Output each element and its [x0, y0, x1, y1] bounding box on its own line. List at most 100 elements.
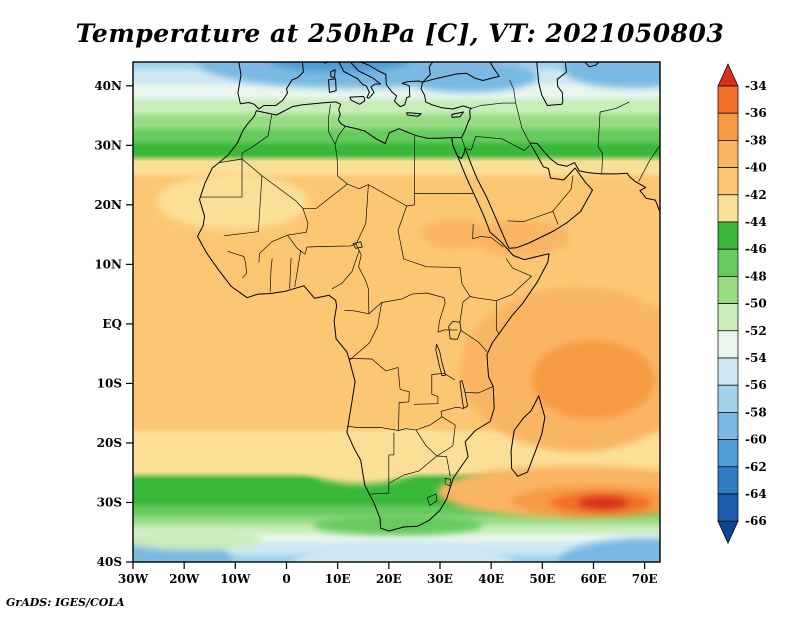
attribution: GrADS: IGES/COLA	[6, 596, 125, 609]
country-border	[227, 250, 247, 279]
y-tick-label-10S: 10S	[97, 376, 122, 390]
y-tick-label-30N: 30N	[94, 138, 122, 152]
country-border	[349, 302, 383, 361]
lake-outline	[352, 241, 363, 249]
country-border	[496, 258, 532, 302]
map-outlines	[197, 62, 660, 532]
country-border	[304, 243, 357, 255]
country-border	[302, 183, 348, 209]
coastline	[451, 111, 464, 118]
temperature-anomaly-blobs	[133, 62, 660, 562]
country-border	[334, 144, 348, 185]
country-border	[397, 205, 408, 260]
country-border	[294, 250, 302, 288]
caspian-cold	[562, 62, 660, 89]
coastline	[330, 69, 336, 78]
country-border	[444, 477, 452, 487]
colorbar-segment	[717, 248, 739, 277]
x-tick-label-20W: 20W	[169, 572, 200, 586]
colorbar-label--56: -56	[745, 378, 767, 392]
colorbar-label--42: -42	[745, 188, 767, 202]
country-border	[413, 372, 445, 405]
country-border	[436, 416, 456, 457]
country-border	[258, 175, 263, 232]
x-tick-label-10E: 10E	[325, 572, 351, 586]
country-border	[328, 104, 336, 145]
colorbar: -34 -36 -38 -40 -42 -44 -46 -48 -50 -52 -54 -56 -58 -…	[717, 63, 767, 545]
colorbar-segment	[717, 493, 739, 522]
colorbar-segment	[717, 85, 739, 114]
country-border	[344, 309, 369, 315]
country-border	[552, 175, 574, 212]
x-tick-label-10W: 10W	[220, 572, 251, 586]
x-tick-label-40E: 40E	[478, 572, 504, 586]
sudan-warm-patch	[421, 219, 489, 249]
x-tick-label-30W: 30W	[118, 572, 149, 586]
coastline	[197, 101, 550, 532]
colorbar-label--60: -60	[745, 433, 767, 447]
coastline	[530, 142, 660, 212]
country-border	[355, 243, 370, 314]
country-border	[287, 208, 309, 236]
colorbar-label--64: -64	[745, 487, 767, 501]
colorbar-segment	[717, 112, 739, 141]
colorbar-label--58: -58	[745, 405, 767, 419]
x-tick-label-60E: 60E	[581, 572, 607, 586]
coastline	[360, 62, 472, 110]
x-tick-label-0: 0	[282, 572, 290, 586]
country-border	[258, 234, 288, 263]
coastline	[451, 137, 466, 159]
country-border	[200, 159, 243, 198]
map-clip-group	[133, 62, 660, 562]
coastline	[510, 395, 546, 477]
country-border	[440, 406, 464, 417]
country-border	[415, 416, 443, 431]
country-border	[460, 330, 488, 353]
sw-green-streak	[133, 529, 263, 551]
colorbar-label--46: -46	[745, 242, 767, 256]
colorbar-segment	[717, 466, 739, 495]
nw-africa-pale-band	[157, 173, 308, 230]
coastline	[237, 62, 304, 110]
colorbar-label--38: -38	[745, 133, 767, 147]
colorbar-arrow-bottom	[717, 520, 739, 545]
country-border	[426, 493, 438, 506]
colorbar-segment	[717, 167, 739, 196]
country-border	[436, 455, 451, 477]
country-border	[289, 257, 292, 289]
colorbar-label--44: -44	[745, 215, 767, 229]
country-border	[347, 183, 407, 207]
country-border	[470, 296, 497, 302]
x-tick-label-20E: 20E	[376, 572, 402, 586]
country-border	[465, 386, 494, 394]
europe-cold-core	[270, 62, 410, 73]
coastline	[451, 107, 472, 139]
country-border	[459, 296, 471, 323]
country-border	[241, 158, 304, 209]
country-border	[241, 114, 273, 154]
country-border	[346, 425, 399, 431]
se-indian-hot-core	[577, 495, 629, 511]
x-tick-label-50E: 50E	[529, 572, 555, 586]
country-border	[334, 126, 346, 145]
country-border	[370, 432, 395, 495]
coastline	[328, 78, 337, 93]
colorbar-segment	[717, 303, 739, 332]
x-axis: 30W 20W 10W 0 10E 20E 30E 40E 50E 60E 70E	[118, 562, 658, 586]
y-tick-label-10N: 10N	[94, 257, 122, 271]
colorbar-arrow-top	[717, 63, 739, 87]
coastline	[464, 144, 593, 249]
country-border	[472, 223, 504, 248]
lake-outline	[435, 343, 447, 377]
kalahari-pale-patch	[360, 429, 461, 471]
country-border	[507, 211, 553, 222]
country-border	[287, 235, 306, 255]
colorbar-segment	[717, 221, 739, 250]
country-border	[597, 111, 604, 174]
country-border	[465, 136, 477, 151]
country-border	[495, 300, 500, 335]
country-border	[552, 210, 559, 225]
y-tick-label-20S: 20S	[97, 436, 122, 450]
colorbar-segment	[717, 439, 739, 468]
